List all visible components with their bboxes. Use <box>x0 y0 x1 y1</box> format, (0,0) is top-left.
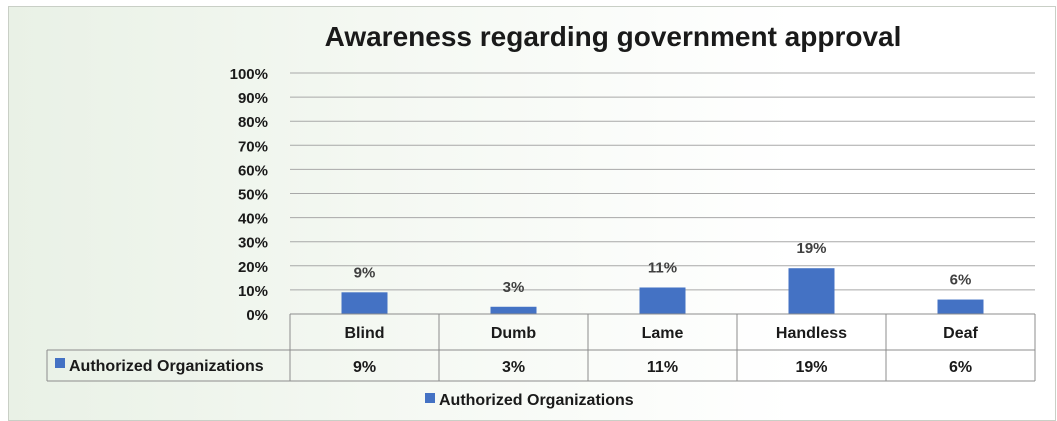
gridlines <box>290 72 1035 315</box>
y-tick-label: 10% <box>238 283 268 300</box>
bar-dumb <box>490 306 537 314</box>
legend-swatch <box>425 393 435 403</box>
table-cell: 3% <box>502 359 525 376</box>
y-tick-label: 40% <box>238 211 268 228</box>
legend: Authorized Organizations <box>425 392 634 409</box>
table-row-label: Authorized Organizations <box>69 358 264 375</box>
y-tick-label: 50% <box>238 187 268 204</box>
category-label: Handless <box>776 325 847 342</box>
y-tick-label: 70% <box>238 138 268 155</box>
chart-title: Awareness regarding government approval <box>325 21 902 52</box>
data-label: 11% <box>648 259 677 276</box>
y-tick-label: 30% <box>238 235 268 252</box>
category-label: Dumb <box>491 325 537 342</box>
data-labels: 9% 3% 11% 19% 6% <box>354 240 972 296</box>
y-axis: 0% 10% 20% 30% 40% 50% 60% 70% 80% 90% 100% <box>230 66 268 324</box>
table-cell: 6% <box>949 359 972 376</box>
bar-handless <box>788 268 835 314</box>
data-label: 9% <box>354 264 376 281</box>
legend-label: Authorized Organizations <box>439 392 634 409</box>
category-label: Lame <box>642 325 684 342</box>
y-tick-label: 0% <box>246 307 268 324</box>
data-label: 3% <box>503 279 525 296</box>
table-cell: 11% <box>647 359 678 376</box>
table-series-key <box>55 358 65 368</box>
table-cell: 19% <box>795 359 827 376</box>
chart-area <box>8 6 1056 421</box>
y-tick-label: 60% <box>238 162 268 179</box>
y-tick-label: 100% <box>230 66 268 83</box>
data-label: 19% <box>796 240 826 257</box>
y-tick-label: 20% <box>238 259 268 276</box>
category-label: Deaf <box>943 325 978 342</box>
data-table: Blind 9% Dumb 3% Lame 11% Handless 19% Deaf 6% Aut… <box>46 313 1036 382</box>
data-label: 6% <box>950 272 972 289</box>
bars <box>341 268 984 314</box>
bar-blind <box>341 292 388 314</box>
category-label: Blind <box>345 325 385 342</box>
y-tick-label: 90% <box>238 90 268 107</box>
bar-lame <box>639 287 686 314</box>
y-tick-label: 80% <box>238 114 268 131</box>
bar-deaf <box>937 299 984 314</box>
table-cell: 9% <box>353 359 376 376</box>
